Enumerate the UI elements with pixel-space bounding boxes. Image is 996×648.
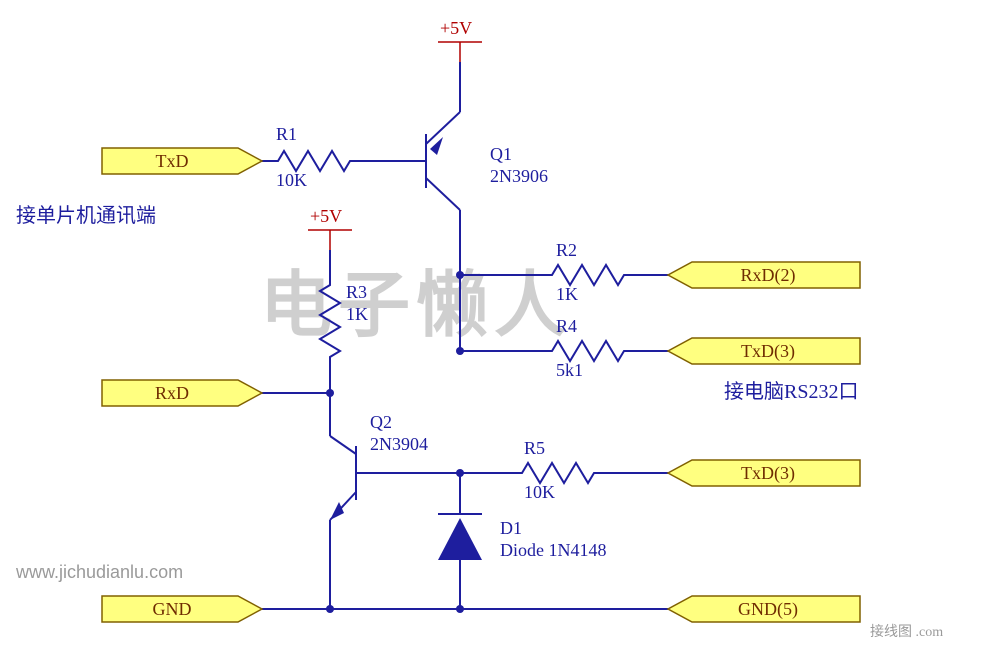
transistor-Q1-pnp: [400, 112, 460, 210]
Q2-ref: Q2: [370, 412, 392, 432]
port-txd-pc-1: TxD(3): [668, 338, 860, 364]
R5-ref: R5: [524, 438, 545, 458]
Q1-val: 2N3906: [490, 166, 548, 186]
R1-ref: R1: [276, 124, 297, 144]
port-txd-mcu-label: TxD: [156, 151, 189, 171]
R3-val: 1K: [346, 304, 368, 324]
port-gnd-mcu: GND: [102, 596, 262, 622]
Q2-val: 2N3904: [370, 434, 428, 454]
D1-ref: D1: [500, 518, 522, 538]
cn-right-label: 接电脑RS232口: [724, 380, 858, 403]
Q1-ref: Q1: [490, 144, 512, 164]
watermark-text: 电子懒人: [260, 266, 572, 346]
R2-ref: R2: [556, 240, 577, 260]
port-gnd-pc: GND(5): [668, 596, 860, 622]
port-rxd-mcu: RxD: [102, 380, 262, 406]
port-txd-mcu: TxD: [102, 148, 262, 174]
R2-val: 1K: [556, 284, 578, 304]
R1-val: 10K: [276, 170, 307, 190]
cn-left-label: 接单片机通讯端: [16, 204, 156, 227]
resistor-R5: [510, 463, 600, 483]
schematic-canvas: 电子懒人: [0, 0, 996, 648]
port-rxd-pc: RxD(2): [668, 262, 860, 288]
R4-ref: R4: [556, 316, 577, 336]
R5-val: 10K: [524, 482, 555, 502]
R4-val: 5k1: [556, 360, 583, 380]
footer-label: 接线图 .com: [870, 623, 943, 640]
power-top-label: +5V: [440, 18, 472, 38]
port-txd-pc-2: TxD(3): [668, 460, 860, 486]
R3-ref: R3: [346, 282, 367, 302]
port-txd-pc-1-label: TxD(3): [741, 341, 795, 362]
diode-D1: [438, 500, 482, 578]
resistor-R1: [266, 151, 360, 171]
port-gnd-pc-label: GND(5): [738, 599, 798, 620]
port-rxd-mcu-label: RxD: [155, 383, 189, 403]
D1-val: Diode 1N4148: [500, 540, 607, 560]
power-mid-label: +5V: [310, 206, 342, 226]
power-rail-top: [438, 42, 482, 62]
port-rxd-pc-label: RxD(2): [741, 265, 796, 286]
port-gnd-mcu-label: GND: [153, 599, 192, 619]
url-label: www.jichudianlu.com: [15, 562, 183, 582]
power-rail-mid: [308, 230, 352, 250]
port-txd-pc-2-label: TxD(3): [741, 463, 795, 484]
transistor-Q2-npn: [330, 436, 374, 548]
